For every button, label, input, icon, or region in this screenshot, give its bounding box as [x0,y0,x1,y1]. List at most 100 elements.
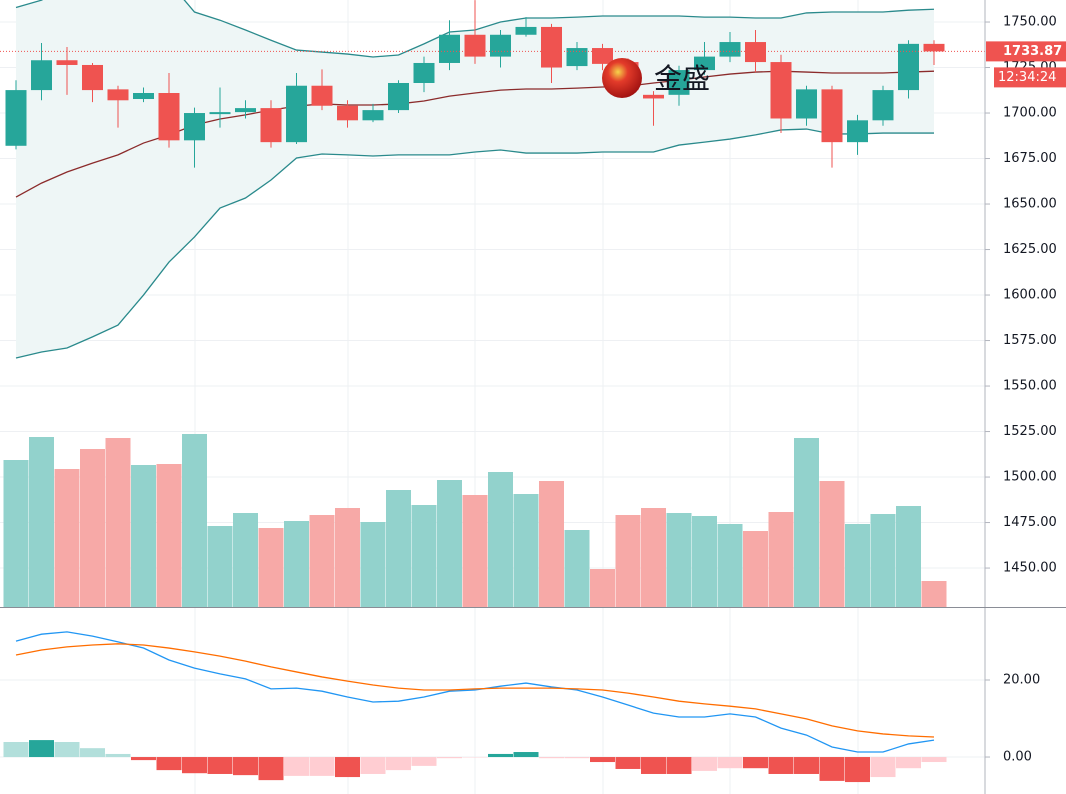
volume-bar [207,526,233,607]
volume-bar [335,508,360,607]
candle-body [133,93,154,100]
last-price-label: 1733.87 [1003,44,1062,59]
volume-bar [411,505,437,607]
y-tick-label: 1575.00 [1003,333,1057,348]
volume-bar [488,472,513,607]
histogram-bar [156,757,182,771]
volume-bar [156,464,182,607]
volume-bar [743,531,768,607]
volume-bar [870,514,896,607]
countdown-box [994,67,1066,88]
candle-body [5,90,27,146]
volume-bar [564,530,590,607]
histogram-bar [845,757,870,783]
candle-body [541,26,562,68]
histogram-bar [80,748,105,758]
candle-body [745,42,766,63]
y-tick-label: 1475.00 [1003,515,1057,530]
histogram-bar [819,757,845,781]
volume-bar [539,481,564,607]
logo [602,58,642,98]
y-tick-label: 1675.00 [1003,151,1057,166]
volume-bar [437,480,462,607]
macd-pane [3,631,947,783]
volume-bar [615,515,641,607]
y-tick-label: 1600.00 [1003,288,1057,303]
volume-bar [590,569,615,607]
histogram-bar [743,757,768,769]
histogram-bar [590,757,615,763]
candle-body [694,56,715,71]
histogram-bar [360,757,386,774]
volume-bar [54,469,80,607]
volume-bar [666,513,692,607]
candle-body [898,43,919,91]
histogram-bar [3,742,29,758]
candle-body [566,48,588,67]
macd-line [15,643,935,738]
histogram-bar [386,757,411,771]
y-tick-label: 1700.00 [1003,106,1057,121]
histogram-bar [437,757,462,759]
histogram-bar [54,742,80,758]
volume-bar [360,522,386,607]
candle-body [770,62,792,119]
histogram-bar [131,757,156,761]
y-tick-label: 1450.00 [1003,561,1057,576]
volume-bar [819,481,845,607]
histogram-bar [488,753,513,758]
candle-body [668,70,690,95]
macd-line [15,631,935,753]
candle-body [847,120,868,143]
candle-body [158,93,180,141]
volume-bar [284,521,309,607]
candle-body [439,34,460,63]
volume-bar [3,460,29,607]
candle-body [719,42,741,57]
histogram-bar [717,757,743,769]
candle-body [592,48,613,64]
price-pane [0,0,985,607]
candle-body [56,60,78,65]
y-tick-label: 1500.00 [1003,470,1057,485]
y-tick-label: 1550.00 [1003,379,1057,394]
candle-body [311,85,333,106]
histogram-bar [666,757,692,774]
volume-bar [845,524,870,607]
candle-body [821,89,843,143]
volume-bar [641,508,666,607]
histogram-bar [870,757,896,778]
volume-bar [258,528,284,607]
histogram-bar [335,757,360,778]
histogram-bar [692,757,717,771]
candle-body [515,26,537,35]
y-tick-label: 1750.00 [1003,15,1057,30]
volume-bar [768,512,794,607]
volume-bar [896,506,921,607]
y-tick-label: 20.00 [1003,673,1040,688]
volume-bar [105,438,131,607]
volume-bar [692,516,717,607]
candle-body [413,62,435,83]
histogram-bar [233,757,258,776]
candle-body [235,108,256,113]
candle-body [107,89,129,101]
y-tick-label: 1525.00 [1003,424,1057,439]
candle-body [490,34,511,57]
candle-body [209,112,231,115]
volume-bar [794,438,819,607]
volume-bar [131,465,156,607]
candle-body [362,110,384,121]
histogram-bar [29,740,54,758]
volume-bar [80,449,105,607]
histogram-bar [921,757,947,763]
volume-bar [921,581,947,607]
candle-body [796,89,817,119]
histogram-bar [284,757,309,776]
histogram-bar [794,757,819,774]
histogram-bar [182,757,207,774]
histogram-bar [513,752,539,758]
y-tick-label: 1625.00 [1003,242,1057,257]
volume-bar [717,524,743,607]
